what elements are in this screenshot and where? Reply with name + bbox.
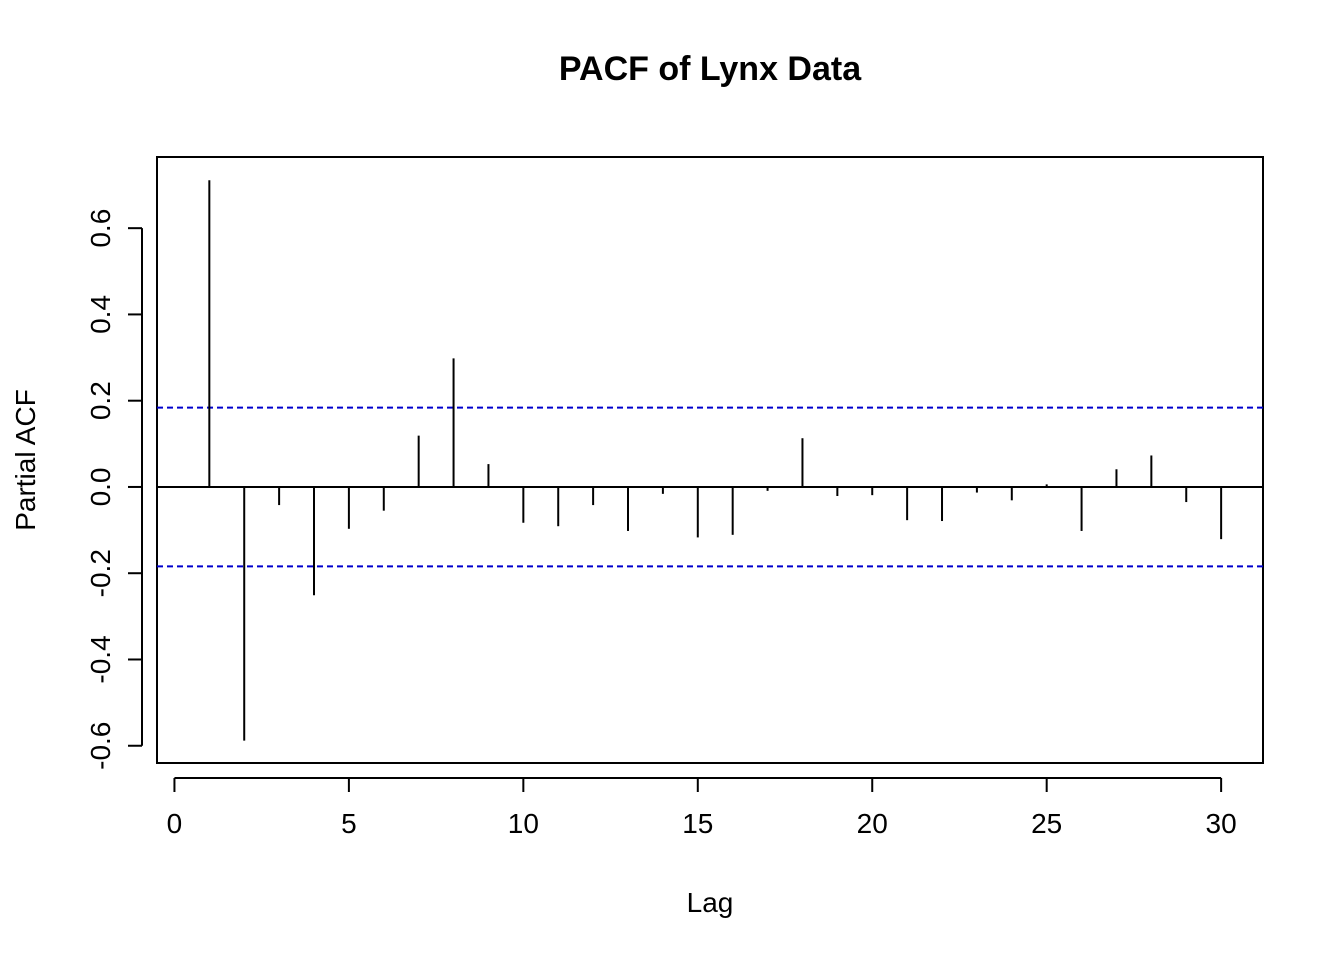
y-tick-label: -0.6 [85,722,116,770]
x-tick-label: 20 [857,808,888,839]
y-tick-label: 0.2 [85,381,116,420]
pacf-bars [208,180,1223,741]
x-tick-label: 0 [167,808,183,839]
x-tick-label: 25 [1031,808,1062,839]
y-tick-label: 0.4 [85,295,116,334]
x-axis-label: Lag [687,887,734,918]
x-tick-label: 10 [508,808,539,839]
plot-frame [156,156,1264,764]
y-axis-label: Partial ACF [10,389,41,531]
y-tick-label: -0.4 [85,635,116,683]
y-axis: -0.6 -0.4 -0.2 0.0 0.2 0.4 0.6 [85,209,143,770]
x-tick-label: 15 [682,808,713,839]
y-tick-label: -0.2 [85,549,116,597]
y-tick-label: 0.6 [85,209,116,248]
x-tick-label: 30 [1206,808,1237,839]
x-tick-label: 5 [341,808,357,839]
x-axis: 0 5 10 15 20 25 30 [167,777,1237,839]
y-tick-label: 0.0 [85,467,116,506]
chart-title: PACF of Lynx Data [559,50,862,88]
